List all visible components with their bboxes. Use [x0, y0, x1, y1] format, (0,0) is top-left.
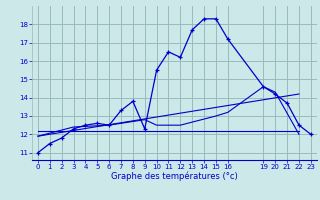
X-axis label: Graphe des températures (°c): Graphe des températures (°c) — [111, 172, 238, 181]
